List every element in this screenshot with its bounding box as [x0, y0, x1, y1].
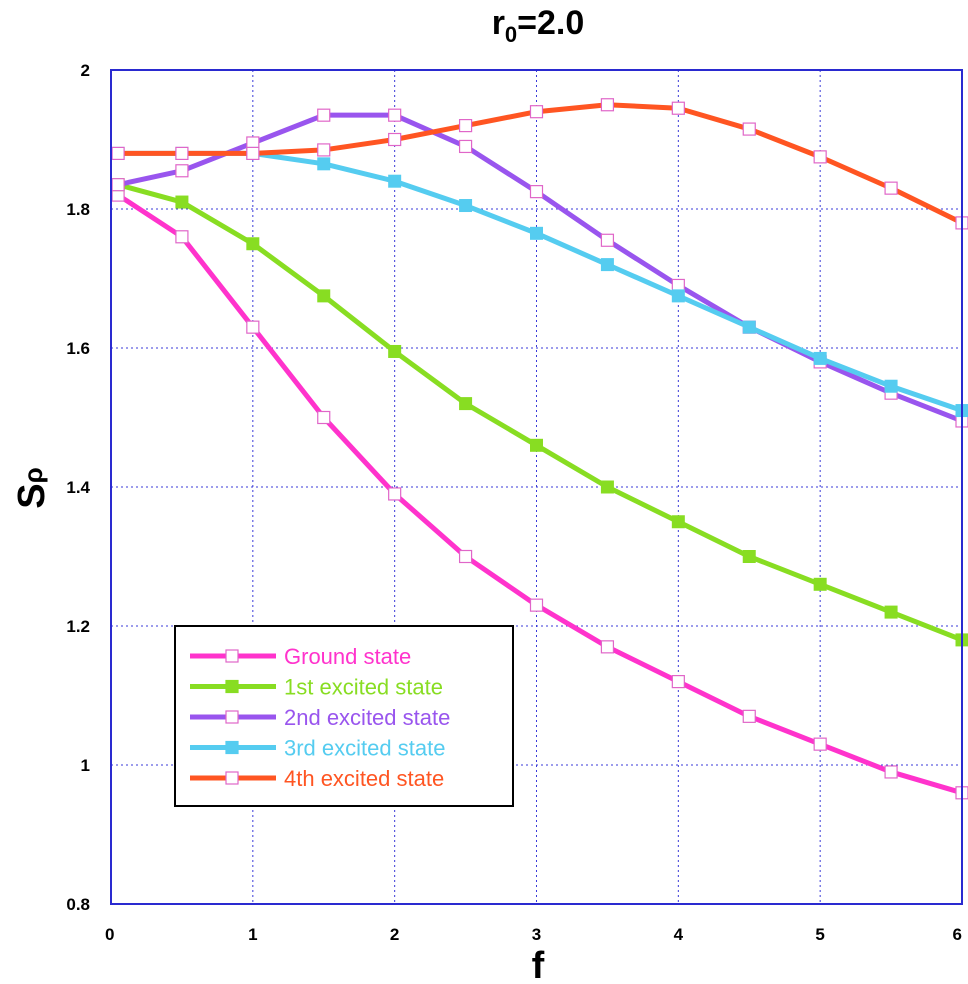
data-point	[884, 765, 898, 779]
data-point	[671, 289, 685, 303]
y-tick-label: 2	[81, 61, 90, 80]
title-main: r	[492, 4, 505, 42]
data-point	[884, 379, 898, 393]
data-point	[884, 605, 898, 619]
data-point	[246, 320, 260, 334]
data-point	[600, 258, 614, 272]
legend: Ground state 1st excited state 2nd excited…	[174, 625, 514, 807]
y-axis-title: Sρ	[11, 467, 53, 508]
y-tick-label: 1.8	[66, 200, 90, 219]
tick-labels: 0 1 2 3 4 5 6 0.8 1 1.2 1.4 1.6 1.8 2	[66, 61, 962, 944]
data-point	[742, 122, 756, 136]
data-point	[813, 577, 827, 591]
data-point	[246, 237, 260, 251]
data-point	[388, 132, 402, 147]
data-point	[813, 150, 827, 164]
data-point	[459, 199, 473, 213]
data-point	[813, 351, 827, 365]
legend-item: 4th excited state	[190, 766, 444, 791]
legend-item: 1st excited state	[190, 675, 443, 700]
data-point	[530, 438, 543, 452]
data-point	[388, 174, 402, 188]
y-tick-label: 1.4	[66, 478, 90, 497]
legend-swatch-marker	[225, 679, 239, 694]
data-point	[458, 139, 473, 154]
data-point	[388, 108, 402, 122]
legend-label: Ground state	[284, 644, 411, 669]
x-tick-label: 5	[815, 925, 824, 944]
x-tick-label: 6	[953, 925, 962, 944]
data-point	[671, 674, 685, 689]
title-rest: =2.0	[517, 4, 584, 42]
data-point	[600, 480, 614, 494]
legend-label: 4th excited state	[284, 766, 444, 791]
data-point	[175, 195, 189, 209]
data-point	[111, 178, 125, 192]
x-axis-title: f	[532, 945, 545, 984]
x-tick-label: 0	[105, 925, 114, 944]
data-point	[175, 230, 189, 244]
series-2	[111, 178, 968, 647]
data-point	[529, 598, 544, 612]
data-point	[458, 118, 473, 133]
data-point	[388, 344, 402, 358]
plot-frame	[110, 69, 963, 905]
legend-item: Ground state	[190, 644, 411, 669]
legend-swatch-marker	[225, 740, 239, 755]
chart-title: r0=2.0	[492, 4, 585, 47]
data-point	[529, 185, 544, 199]
data-point	[742, 320, 756, 334]
data-point	[884, 181, 898, 195]
legend-swatch-marker	[225, 649, 239, 663]
y-tick-label: 1	[81, 756, 90, 775]
y-tick-label: 1.6	[66, 339, 90, 358]
legend-label: 1st excited state	[284, 675, 443, 700]
data-point	[246, 146, 260, 160]
legend-item: 3rd excited state	[190, 736, 445, 761]
x-tick-label: 1	[248, 925, 257, 944]
data-point	[530, 226, 543, 240]
y-title-subscript: ρ	[18, 467, 48, 483]
legend-swatch-marker	[225, 771, 239, 785]
data-point	[671, 515, 685, 529]
legend-label: 2nd excited state	[284, 705, 450, 730]
series-5	[111, 98, 968, 230]
data-point	[175, 146, 189, 160]
data-point	[388, 487, 402, 501]
legend-label: 3rd excited state	[284, 736, 445, 761]
x-tick-label: 4	[674, 925, 684, 944]
data-point	[317, 289, 331, 303]
y-title-main: S	[11, 483, 53, 508]
data-point	[742, 550, 756, 563]
y-tick-label: 1.2	[66, 617, 90, 636]
series-1	[111, 188, 968, 800]
data-point	[458, 549, 473, 564]
legend-swatch-marker	[225, 710, 239, 724]
data-point	[742, 709, 756, 723]
data-point	[671, 101, 685, 115]
data-point	[317, 157, 331, 171]
series-line	[115, 182, 965, 643]
series-3	[111, 108, 968, 428]
data-point	[317, 410, 331, 425]
data-point	[111, 146, 125, 160]
series-line	[115, 102, 965, 226]
data-point	[317, 143, 331, 157]
data-point	[459, 397, 473, 411]
x-tick-label: 3	[532, 925, 541, 944]
y-axis-title-group: Sρ	[11, 467, 53, 508]
data-point	[600, 640, 615, 654]
data-point	[813, 737, 827, 751]
data-point	[175, 164, 189, 178]
x-tick-label: 2	[390, 925, 399, 944]
title-subscript: 0	[505, 22, 517, 47]
legend-item: 2nd excited state	[190, 705, 450, 730]
data-point	[317, 108, 331, 122]
data-point	[529, 105, 544, 119]
y-tick-label: 0.8	[66, 895, 90, 914]
data-point	[600, 233, 615, 247]
data-point	[600, 98, 615, 112]
